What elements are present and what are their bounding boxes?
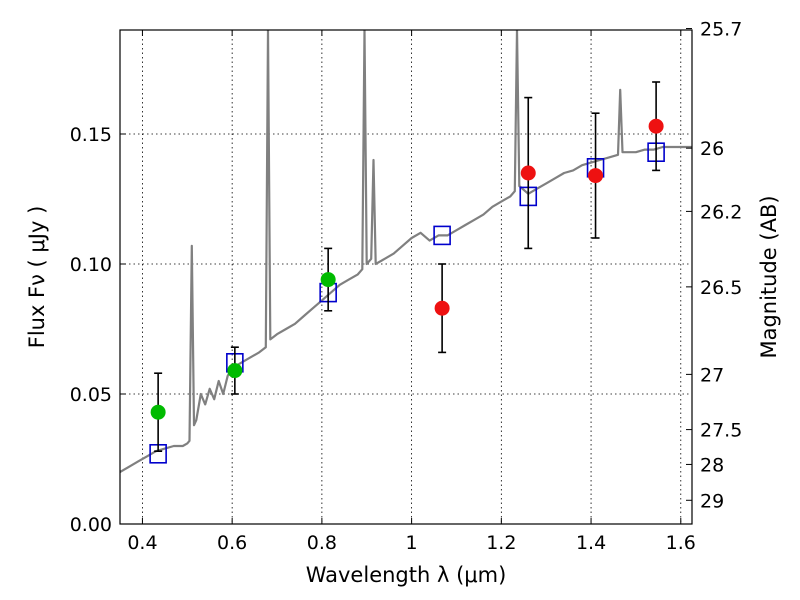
mag-tick-label: 28: [700, 454, 724, 476]
observed-point: [320, 272, 336, 288]
observed-point: [648, 118, 664, 134]
x-tick-label: 1.6: [666, 532, 696, 554]
series-optical-observations: [150, 247, 336, 453]
y-tick-label: 0.10: [70, 254, 112, 276]
y-tick-label: 0.05: [70, 384, 112, 406]
data-series: [120, 30, 692, 473]
observed-point: [150, 404, 166, 420]
observed-point: [434, 300, 450, 316]
mag-tick-label: 26: [700, 138, 724, 160]
mag-tick-label: 27.5: [700, 420, 742, 442]
x-tick-label: 0.6: [217, 532, 247, 554]
x-axis-label: Wavelength λ (μm): [306, 563, 507, 587]
x-tick-label: 1: [406, 532, 418, 554]
x-tick-label: 0.4: [127, 532, 157, 554]
series-near-IR-observations: [434, 81, 664, 354]
y-tick-label: 0.00: [70, 514, 112, 536]
plot-frame: [119, 29, 693, 525]
x-tick-label: 0.8: [307, 532, 337, 554]
y-axis-label: Flux Fν ( μJy ): [25, 206, 49, 349]
y-tick-label: 0.15: [70, 124, 112, 146]
y2-axis-label: Magnitude (AB): [757, 195, 781, 358]
mag-tick-label: 26.2: [700, 201, 742, 223]
series-model-photometry: [149, 142, 665, 464]
mag-tick-label: 27: [700, 364, 724, 386]
mag-tick-label: 25.7: [700, 19, 742, 41]
spectrum-line: [120, 30, 692, 473]
observed-point: [227, 363, 243, 379]
mag-tick-label: 29: [700, 490, 724, 512]
observed-point: [520, 165, 536, 181]
x-tick-label: 1.2: [486, 532, 516, 554]
observed-point: [588, 168, 604, 184]
axis-ticks: 0.4 0.6 0.8 1 1.2 1.4 1.6 0.00 0.05 0.10 0.15 25.7 2…: [70, 19, 743, 554]
grid-lines: [120, 30, 692, 524]
series-model-spectrum: [120, 30, 692, 473]
model-square: [433, 225, 451, 246]
mag-tick-label: 26.5: [700, 277, 742, 299]
x-tick-label: 1.4: [576, 532, 606, 554]
